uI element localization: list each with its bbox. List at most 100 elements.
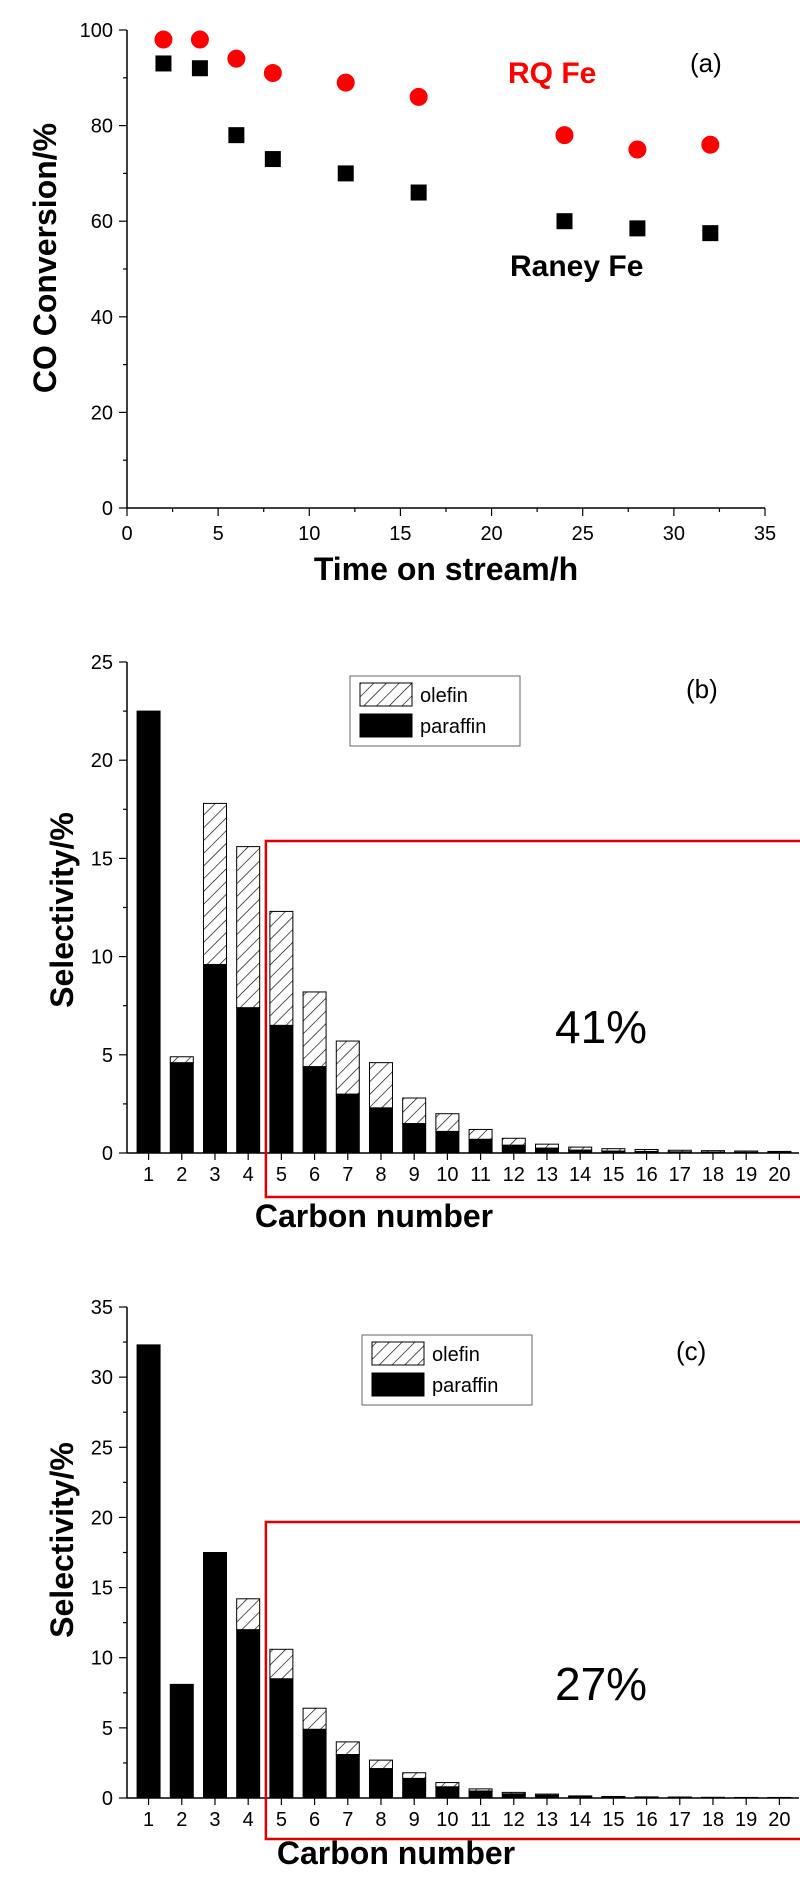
bar-paraffin-b bbox=[501, 1144, 526, 1154]
data-point-rq-fe bbox=[628, 140, 647, 159]
bar-paraffin-b bbox=[169, 1062, 194, 1154]
data-point-raney-fe bbox=[410, 184, 427, 201]
bar-olefin-b bbox=[700, 1150, 725, 1153]
x-tick-label-c: 4 bbox=[243, 1809, 254, 1831]
bar-olefin-b bbox=[335, 1040, 360, 1095]
panel-label-b: (b) bbox=[686, 674, 718, 704]
x-tick-label-c: 3 bbox=[209, 1809, 220, 1831]
x-tick-label-b: 9 bbox=[409, 1164, 420, 1186]
x-tick-label-b: 12 bbox=[503, 1164, 525, 1186]
x-tick-label-c: 8 bbox=[375, 1809, 386, 1831]
x-tick-label-b: 19 bbox=[735, 1164, 757, 1186]
y-tick-label-b: 5 bbox=[102, 1045, 113, 1067]
x-tick-label-b: 6 bbox=[309, 1164, 320, 1186]
x-tick-label-a: 20 bbox=[480, 523, 502, 545]
x-tick-label-a: 15 bbox=[389, 523, 411, 545]
legend-b: olefin paraffin bbox=[349, 675, 521, 747]
x-tick-label-c: 9 bbox=[409, 1809, 420, 1831]
legend-swatch-paraffin-b bbox=[359, 713, 413, 738]
bar-olefin-b bbox=[169, 1056, 194, 1064]
bar-paraffin-b bbox=[335, 1093, 360, 1154]
x-tick-label-a: 35 bbox=[754, 523, 776, 545]
x-tick-label-c: 6 bbox=[309, 1809, 320, 1831]
x-tick-label-c: 15 bbox=[602, 1809, 624, 1831]
x-tick-label-b: 4 bbox=[243, 1164, 254, 1186]
x-tick-label-c: 10 bbox=[436, 1809, 458, 1831]
y-tick-label-b: 10 bbox=[91, 947, 113, 969]
x-tick-label-a: 25 bbox=[572, 523, 594, 545]
panel-label-c: (c) bbox=[676, 1336, 706, 1366]
bar-olefin-c bbox=[700, 1796, 725, 1799]
x-tick-label-b: 20 bbox=[768, 1164, 790, 1186]
bar-paraffin-b bbox=[402, 1123, 427, 1154]
x-tick-label-a: 30 bbox=[663, 523, 685, 545]
bar-olefin-c bbox=[734, 1796, 759, 1799]
legend-swatch-olefin-c bbox=[371, 1341, 425, 1366]
bar-olefin-c bbox=[269, 1648, 294, 1680]
plot-area-a: 0 5 10 15 20 25 30 35 0 20 40 60 80 100 bbox=[80, 20, 777, 545]
x-tick-label-c: 1 bbox=[143, 1809, 154, 1831]
bar-paraffin-b bbox=[269, 1024, 294, 1154]
data-point-rq-fe bbox=[263, 64, 282, 83]
bar-olefin-c bbox=[402, 1772, 427, 1779]
x-tick-label-b: 16 bbox=[635, 1164, 657, 1186]
data-point-raney-fe bbox=[155, 55, 172, 72]
bar-paraffin-c bbox=[468, 1790, 493, 1799]
bar-olefin-c bbox=[767, 1796, 792, 1799]
bar-paraffin-b bbox=[136, 710, 161, 1154]
series-label-rq-fe: RQ Fe bbox=[508, 57, 596, 90]
bar-olefin-c bbox=[335, 1741, 360, 1756]
panel-label-a: (a) bbox=[690, 48, 722, 78]
data-point-raney-fe bbox=[556, 213, 573, 230]
bar-olefin-b bbox=[468, 1128, 493, 1140]
x-tick-label-c: 13 bbox=[536, 1809, 558, 1831]
x-tick-label-b: 15 bbox=[602, 1164, 624, 1186]
data-point-rq-fe bbox=[190, 30, 209, 49]
y-tick-label-a: 100 bbox=[80, 20, 113, 42]
x-tick-label-c: 16 bbox=[635, 1809, 657, 1831]
bar-paraffin-c bbox=[335, 1754, 360, 1799]
highlight-box-label-c: 27% bbox=[555, 1658, 647, 1710]
bar-olefin-b bbox=[734, 1150, 759, 1153]
bar-olefin-b bbox=[202, 802, 227, 965]
y-tick-label-c: 0 bbox=[102, 1788, 113, 1810]
bar-olefin-b bbox=[667, 1149, 692, 1153]
x-tick-label-a: 0 bbox=[121, 523, 132, 545]
legend-swatch-paraffin-c bbox=[371, 1372, 425, 1397]
bar-olefin-c bbox=[534, 1793, 559, 1796]
bar-olefin-b bbox=[634, 1148, 659, 1152]
x-tick-label-b: 7 bbox=[342, 1164, 353, 1186]
y-tick-label-a: 60 bbox=[91, 211, 113, 233]
data-point-rq-fe bbox=[227, 49, 246, 68]
data-point-rq-fe bbox=[701, 135, 720, 154]
data-point-raney-fe bbox=[629, 220, 646, 237]
x-tick-label-b: 10 bbox=[436, 1164, 458, 1186]
bar-olefin-b bbox=[368, 1062, 393, 1109]
y-tick-label-b: 0 bbox=[102, 1143, 113, 1165]
bar-olefin-b bbox=[269, 910, 294, 1026]
y-tick-label-c: 20 bbox=[91, 1507, 113, 1529]
bar-olefin-b bbox=[534, 1143, 559, 1149]
legend-c: olefin paraffin bbox=[361, 1334, 533, 1406]
y-tick-label-a: 80 bbox=[91, 116, 113, 138]
legend-label-paraffin-c: paraffin bbox=[432, 1375, 498, 1397]
bar-olefin-b bbox=[568, 1146, 593, 1151]
panel-a-conversion-chart: 0 5 10 15 20 25 30 35 0 20 40 60 80 100 (a) Time on s… bbox=[27, 20, 776, 587]
y-axis-title-c: Selectivity/% bbox=[44, 1442, 80, 1638]
bar-paraffin-c bbox=[236, 1629, 261, 1799]
x-tick-label-c: 14 bbox=[569, 1809, 591, 1831]
legend-label-olefin-b: olefin bbox=[420, 685, 468, 707]
x-tick-label-b: 3 bbox=[209, 1164, 220, 1186]
y-tick-label-b: 15 bbox=[91, 848, 113, 870]
x-tick-label-c: 20 bbox=[768, 1809, 790, 1831]
y-tick-label-b: 25 bbox=[91, 652, 113, 674]
x-tick-label-b: 18 bbox=[702, 1164, 724, 1186]
y-tick-label-c: 25 bbox=[91, 1437, 113, 1459]
x-tick-label-a: 5 bbox=[213, 523, 224, 545]
bar-paraffin-c bbox=[435, 1786, 460, 1799]
y-axis-title-a: CO Conversion/% bbox=[27, 123, 63, 393]
x-tick-label-b: 13 bbox=[536, 1164, 558, 1186]
y-tick-label-c: 10 bbox=[91, 1648, 113, 1670]
